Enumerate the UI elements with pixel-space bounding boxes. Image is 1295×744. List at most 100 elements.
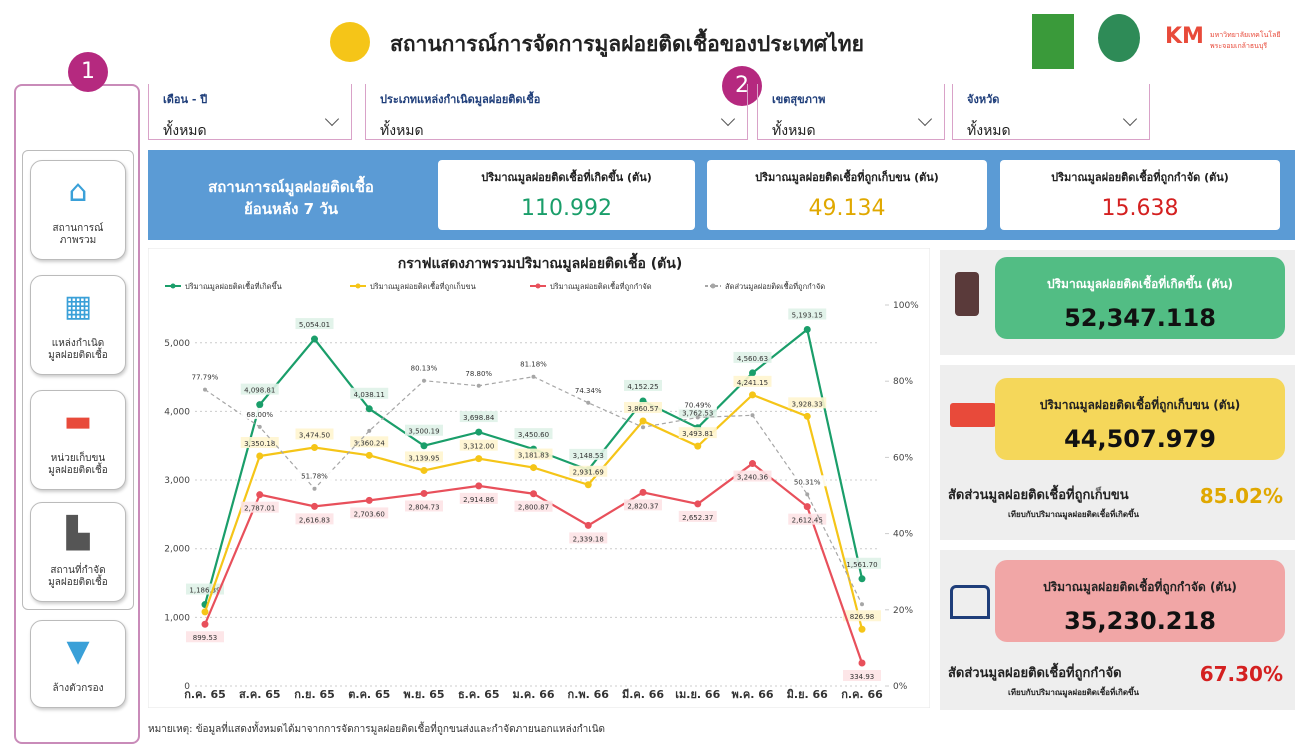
summary-title-line: ย้อนหลัง 7 วัน (243, 200, 338, 218)
y-tick-label: 1,000 (164, 613, 190, 623)
total-label: ปริมาณมูลฝอยติดเชื้อที่ถูกเก็บขน (ตัน) (1039, 398, 1241, 412)
nav-label: มูลฝอยติดเชื้อ (48, 350, 108, 361)
total-value: 52,347.118 (1064, 304, 1216, 332)
data-label-bg (240, 407, 279, 419)
data-label: 334.93 (850, 673, 875, 681)
filter-label: เขตสุขภาพ (772, 93, 826, 106)
data-label-bg (514, 357, 553, 369)
data-label-bg (788, 397, 827, 409)
data-label: 3,450.60 (518, 431, 549, 439)
data-label-bg (624, 401, 662, 413)
badge: 2 (722, 66, 762, 106)
nav-button[interactable]: ▦ แหล่งกำเนิด มูลฝอยติดเชื้อ (30, 275, 126, 375)
data-label: 3,500.19 (408, 428, 439, 436)
x-tick-label: พ.ค. 66 (731, 688, 773, 701)
summary-card: ปริมาณมูลฝอยติดเชื้อที่ถูกกำจัด (ตัน) 15.… (1000, 160, 1280, 230)
ratio-row: สัดส่วนมูลฝอยติดเชื้อที่ถูกเก็บขน เทียบกั… (940, 470, 1295, 528)
data-label-bg (459, 492, 498, 504)
data-label: 2,820.37 (627, 502, 658, 510)
filter[interactable]: ประเภทแหล่งกำเนิดมูลฝอยติดเชื้อ ทั้งหมด (365, 84, 748, 140)
data-label: 3,148.53 (573, 452, 604, 460)
data-point (201, 620, 209, 628)
data-label: 2,652.37 (682, 514, 713, 522)
summary-title: สถานการณ์มูลฝอยติดเชื้อ ย้อนหลัง 7 วัน (160, 176, 422, 220)
data-point (531, 374, 536, 379)
data-label: 2,339.18 (573, 535, 604, 543)
data-label: 51.78% (301, 473, 328, 481)
data-point (858, 625, 866, 633)
data-point (475, 428, 483, 436)
nav-button[interactable]: ▬ หน่วยเก็บขน มูลฝอยติดเชื้อ (30, 390, 126, 490)
data-label: 78.80% (465, 370, 492, 378)
data-label-bg (459, 366, 498, 378)
data-point (365, 496, 373, 504)
data-label: 2,914.86 (463, 496, 495, 504)
data-label: 3,762.53 (682, 410, 713, 418)
data-label: 77.79% (192, 374, 219, 382)
legend-swatch (170, 283, 176, 289)
nav-button[interactable]: ▙ สถานที่กำจัด มูลฝอยติดเชื้อ (30, 502, 126, 602)
nav-label: สถานที่กำจัด (50, 565, 106, 576)
filter[interactable]: จังหวัด ทั้งหมด (952, 84, 1150, 140)
nrct-logo (1032, 14, 1074, 69)
card-label: ปริมาณมูลฝอยติดเชื้อที่ถูกกำจัด (ตัน) (1051, 171, 1229, 184)
legend-label: ปริมาณมูลฝอยติดเชื้อที่ถูกเก็บขน (370, 281, 476, 291)
legend-swatch (535, 283, 541, 289)
data-label-bg (843, 670, 881, 682)
data-point (639, 417, 647, 425)
data-point (311, 443, 318, 451)
chart: กราฟแสดงภาพรวมปริมาณมูลฝอยติดเชื้อ (ตัน)… (148, 248, 930, 708)
note: หมายเหตุ: ข้อมูลที่แสดงทั้งหมดได้มาจากกา… (148, 724, 606, 735)
data-point (420, 489, 428, 497)
data-label: 5,054.01 (299, 321, 330, 329)
data-label-bg (350, 436, 389, 448)
data-point (641, 425, 645, 430)
data-label: 3,350.18 (244, 440, 275, 448)
y-tick-label: 2,000 (164, 545, 190, 555)
data-label-bg (459, 439, 498, 451)
data-point (749, 369, 756, 377)
ratio-sub: เทียบกับปริมาณมูลฝอยติดเชื้อที่เกิดขึ้น (1008, 510, 1139, 519)
data-point (805, 492, 810, 497)
summary-card: ปริมาณมูลฝอยติดเชื้อที่เกิดขึ้น (ตัน) 110… (438, 160, 695, 230)
y2-tick-label: 60% (893, 453, 913, 463)
data-label: 4,152.25 (627, 383, 658, 391)
clear-filter-button[interactable]: ▼ ล้างตัวกรอง (30, 620, 126, 708)
legend-label: ปริมาณมูลฝอยติดเชื้อที่ถูกกำจัด (550, 281, 652, 291)
x-tick-label: ม.ค. 66 (512, 688, 554, 701)
data-label-bg (843, 610, 881, 622)
data-label: 70.49% (684, 401, 711, 409)
moph-logo (1098, 14, 1140, 62)
data-point (201, 608, 209, 616)
data-point (695, 415, 700, 420)
data-point (858, 659, 866, 667)
total-card: ปริมาณมูลฝอยติดเชื้อที่เกิดขึ้น (ตัน) 52,… (995, 257, 1285, 339)
data-point (803, 503, 811, 511)
y2-tick-label: 20% (893, 606, 913, 616)
data-label: 2,804.73 (408, 503, 439, 511)
data-label-bg (514, 448, 553, 460)
filter[interactable]: เดือน - ปี ทั้งหมด (148, 84, 352, 140)
chart-title: กราฟแสดงภาพรวมปริมาณมูลฝอยติดเชื้อ (ตัน) (398, 252, 683, 272)
data-point (422, 378, 426, 383)
data-label-bg (405, 500, 443, 512)
data-label-bg (350, 507, 389, 519)
data-label-bg (240, 501, 279, 513)
nav-button[interactable]: ⌂ สถานการณ์ ภาพรวม (30, 160, 126, 260)
data-label-bg (569, 383, 608, 395)
data-label: 2,800.87 (518, 504, 549, 512)
data-label: 68.00% (246, 411, 273, 419)
data-label: 80.13% (411, 365, 438, 373)
filter-value: ทั้งหมด (380, 123, 424, 139)
data-label: 74.34% (575, 387, 602, 395)
data-point (694, 442, 702, 450)
data-label-bg (295, 469, 334, 481)
data-point (694, 500, 702, 508)
data-label-bg (350, 387, 389, 399)
filter[interactable]: เขตสุขภาพ ทั้งหมด (757, 84, 945, 140)
legend-swatch (355, 283, 361, 289)
legend-label: ปริมาณมูลฝอยติดเชื้อที่เกิดขึ้น (185, 281, 282, 291)
data-point (584, 521, 592, 529)
ratio-row: สัดส่วนมูลฝอยติดเชื้อที่ถูกกำจัด เทียบกับ… (940, 648, 1295, 706)
